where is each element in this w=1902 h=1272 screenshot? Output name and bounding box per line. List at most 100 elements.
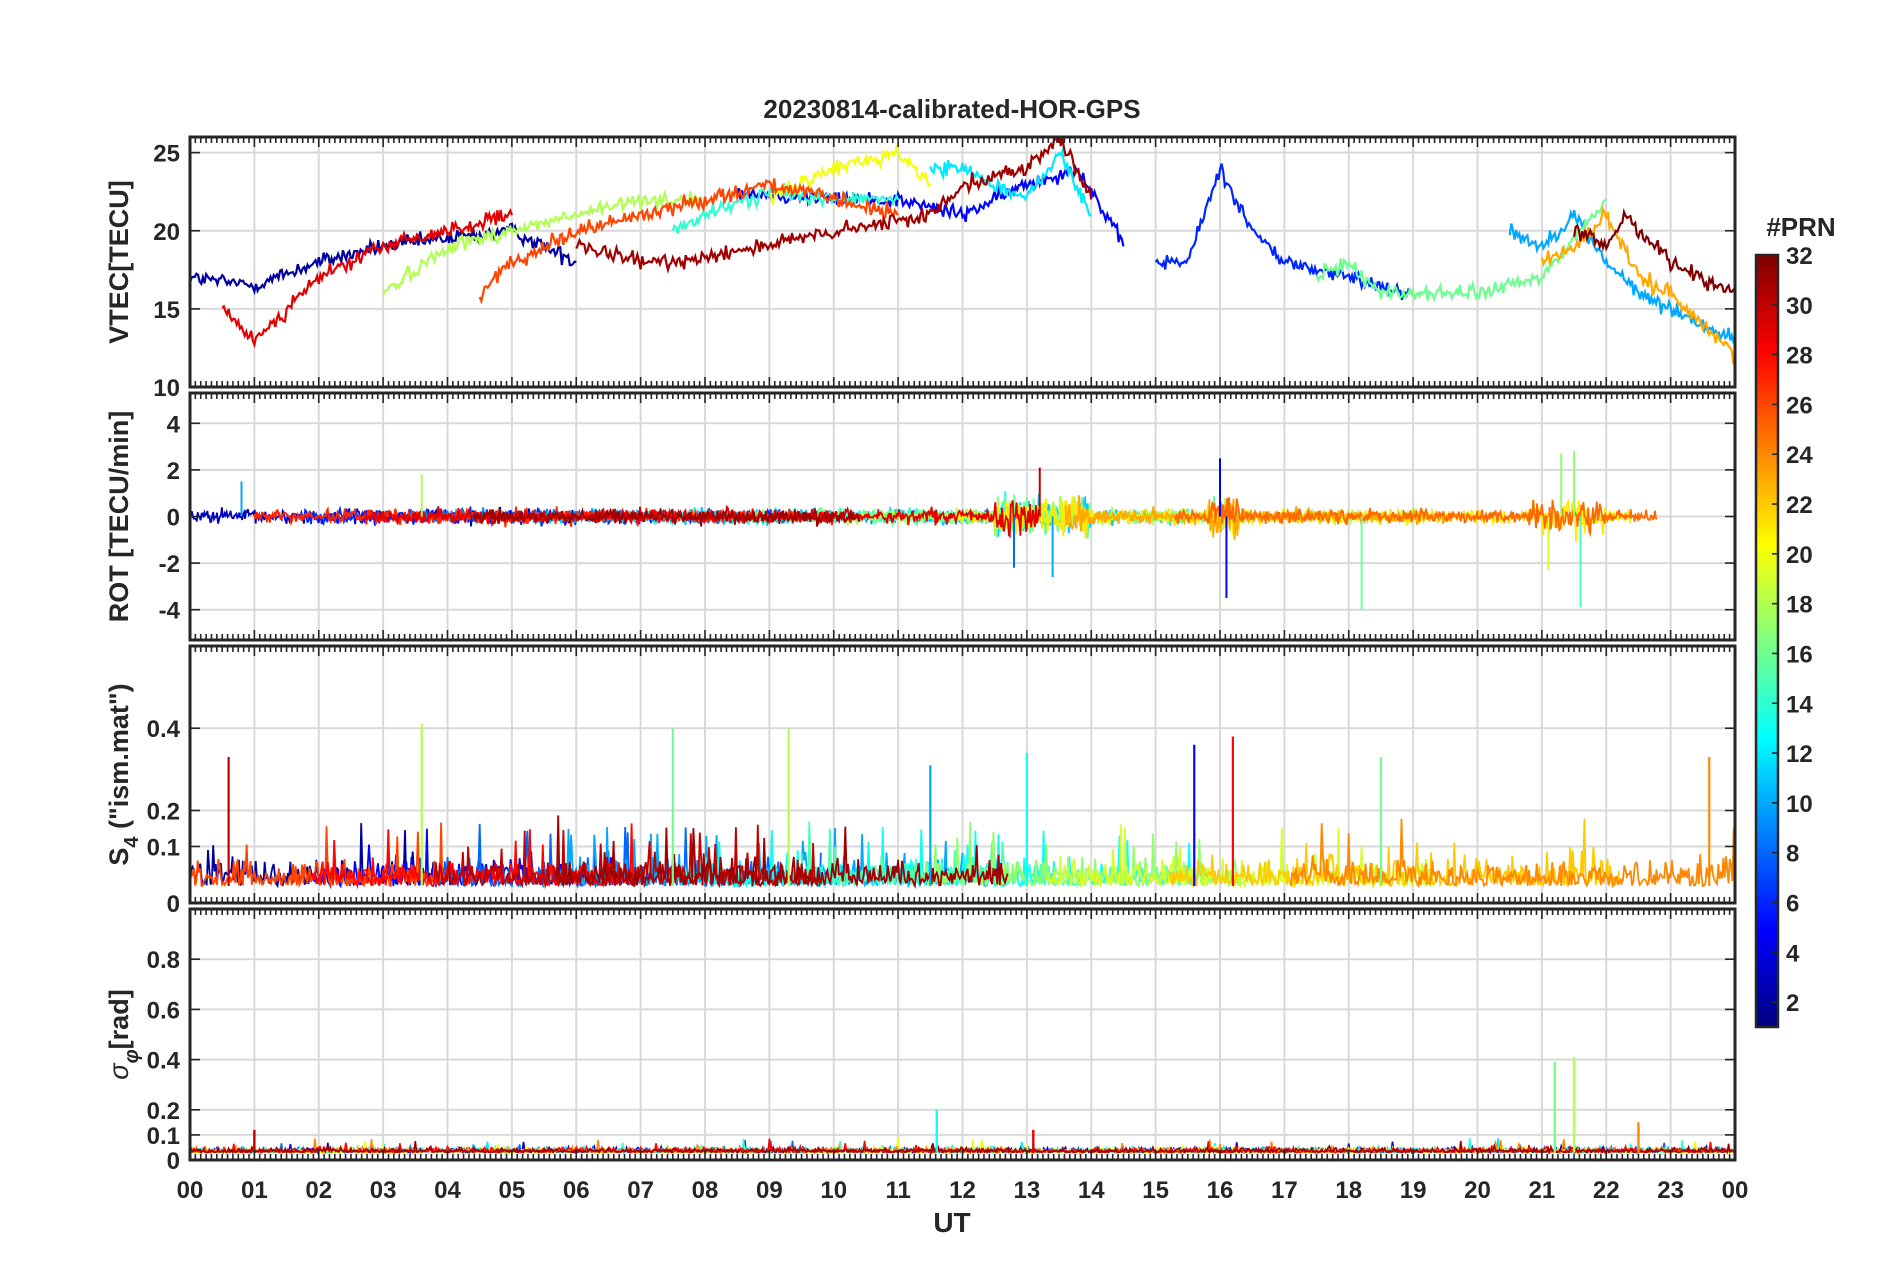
y-tick-label: 2 [167,458,180,485]
colorbar-tick-label: 10 [1786,791,1813,818]
x-axis: 00 01 02 03 04 05 06 07 08 09 10 11 12 13 14 15 16 17 18 19… [177,1177,1749,1204]
colorbar-tick-label: 8 [1786,841,1799,868]
colorbar-tick-label: 4 [1786,940,1800,967]
x-tick-label: 05 [499,1177,526,1204]
x-tick-label: 20 [1464,1177,1491,1204]
s4-series-prn-22 [1167,818,1620,890]
x-tick-label: 18 [1335,1177,1362,1204]
y-tick-label: 0.4 [147,716,181,743]
colorbar-tick-label: 14 [1786,691,1813,718]
y-label-suffix: [rad] [104,989,134,1049]
x-tick-label: 23 [1657,1177,1684,1204]
s4-series-prn-24 [1289,818,1735,889]
colorbar-tick-label: 24 [1786,442,1813,469]
y-tick-label: 15 [153,297,180,324]
vtec-series-prn-26 [478,178,899,305]
x-tick-label: 17 [1271,1177,1298,1204]
x-tick-label: 06 [563,1177,590,1204]
s4-series-prn-19 [1045,824,1433,890]
y-axis-label: σφ[rad] [104,989,143,1079]
colorbar-tick-label: 30 [1786,293,1813,320]
x-tick-label: 13 [1014,1177,1041,1204]
colorbar-tick-label: 16 [1786,641,1813,668]
y-tick-label: -2 [159,551,180,578]
y-tick-label: 0 [167,505,180,532]
y-tick-label: 0.6 [147,997,180,1024]
x-tick-label: 00 [177,1177,204,1204]
colorbar-tick-label: 20 [1786,542,1813,569]
panel-s4: 00.10.20.4S4 ("ism.mat") [104,644,1737,918]
colorbar-tick-label: 22 [1786,492,1813,519]
colorbar-tick-label: 18 [1786,592,1813,619]
colorbar-gradient [1754,253,1780,1029]
x-tick-label: 08 [692,1177,719,1204]
y-tick-label: 20 [153,219,180,246]
x-tick-label: 21 [1529,1177,1556,1204]
colorbar-tick-label: 28 [1786,343,1813,370]
vtec-series-prn-14 [671,182,900,234]
vtec-series-prn-29 [221,207,513,349]
colorbar-tick-label: 2 [1786,990,1799,1017]
y-label-subscript: φ [121,1049,143,1063]
y-axis-label: VTEC[TECU] [104,180,134,344]
y-tick-label: 0.1 [147,834,180,861]
y-tick-label: 0.2 [147,798,180,825]
vtec-series-prn-5 [736,163,1125,247]
y-tick-label: 0 [167,1148,180,1175]
y-tick-label: 0.1 [147,1123,180,1150]
panel-rot: -4 -2 0 2 4 ROT [TECU/min] [104,391,1737,642]
y-tick-label: 0.4 [147,1048,181,1075]
chart-title: 20230814-calibrated-HOR-GPS [763,94,1140,124]
y-tick-label: 10 [153,375,180,402]
x-tick-label: 16 [1207,1177,1234,1204]
vtec-series-prn-10 [1508,208,1735,344]
vtec-series-prn-18 [382,188,707,297]
x-tick-label: 14 [1078,1177,1105,1204]
rot-series-prn-31 [472,506,860,527]
x-tick-label: 10 [820,1177,847,1204]
x-tick-label: 04 [434,1177,461,1204]
colorbar-title: #PRN [1766,212,1835,242]
x-tick-label: 02 [305,1177,332,1204]
vtec-series-prn-16 [1315,198,1607,303]
x-tick-label: 03 [370,1177,397,1204]
vtec-series-prn-20 [768,143,932,207]
y-tick-label: 0.2 [147,1098,180,1125]
colorbar-tick-label: 26 [1786,392,1813,419]
y-label-suffix: ("ism.mat") [104,683,134,836]
y-label-subscript: 4 [121,836,143,848]
x-tick-label: 01 [241,1177,268,1204]
x-tick-label: 11 [885,1177,910,1204]
y-tick-label: 4 [167,411,181,438]
vtec-series-prn-23 [1540,205,1735,365]
colorbar-tick-label: 6 [1786,890,1799,917]
data-layer [190,137,1735,365]
x-tick-label: 22 [1593,1177,1620,1204]
y-label-symbol: S [104,848,134,866]
y-tick-label: 25 [153,141,180,168]
vtec-series-prn-32 [1573,207,1735,294]
rot-series-prn-25 [1174,497,1658,537]
x-tick-label: 12 [949,1177,976,1204]
y-tick-label: 0 [167,891,180,918]
x-tick-label: 19 [1400,1177,1427,1204]
colorbar-tick-label: 12 [1786,741,1813,768]
x-tick-label: 09 [756,1177,783,1204]
s4-series-prn-30 [433,824,822,889]
y-label-symbol: σ [104,1062,134,1080]
panels: 10 15 20 25 VTEC[TECU] -4 -2 0 2 4 ROT [TECU/min] 0… [104,135,1737,1175]
s4-series-prn-31 [556,815,1009,890]
panel-sigma_phi: 00.10.20.40.60.8σφ[rad] [104,907,1737,1175]
data-layer [190,451,1658,610]
x-tick-label: 15 [1142,1177,1169,1204]
x-tick-label: 07 [627,1177,654,1204]
colorbar-tick-label: 32 [1786,243,1813,270]
y-axis-label: S4 ("ism.mat") [104,683,143,865]
vtec-series-prn-31 [575,137,1093,275]
panel-vtec: 10 15 20 25 VTEC[TECU] [104,135,1737,402]
y-tick-label: 0.8 [147,947,180,974]
y-tick-label: -4 [159,598,181,625]
vtec-series-prn-12 [929,147,1092,217]
